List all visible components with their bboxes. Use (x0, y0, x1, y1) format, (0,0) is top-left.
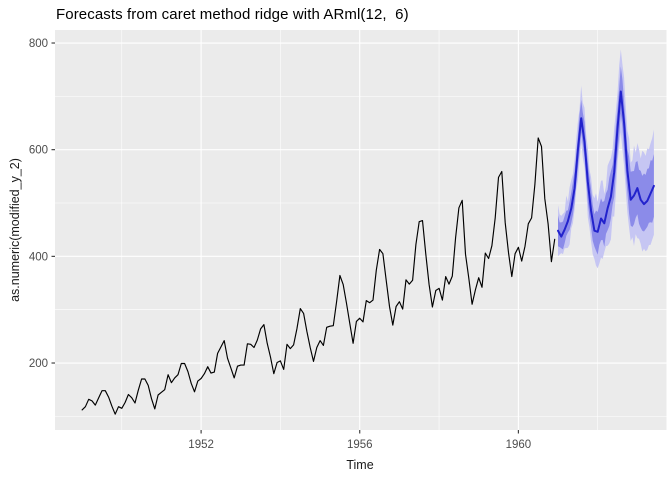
x-tick-label: 1952 (188, 439, 214, 451)
series-line-forecast_mean (557, 90, 655, 238)
plot-panel (55, 30, 667, 430)
x-axis-title: Time (346, 458, 374, 472)
y-tick-label: 800 (29, 38, 48, 50)
y-tick-label: 200 (29, 358, 48, 370)
y-tick-label: 600 (29, 145, 48, 157)
forecast-ribbon-interval_80 (558, 66, 654, 255)
plot-title: Forecasts from caret method ridge with A… (56, 6, 409, 23)
y-tick-label: 400 (29, 251, 48, 263)
series-line-observed (81, 137, 556, 415)
y-axis-title: as.numeric(modified_y_2) (8, 158, 22, 302)
x-tick-label: 1960 (506, 439, 532, 451)
x-tick-label: 1956 (347, 439, 373, 451)
